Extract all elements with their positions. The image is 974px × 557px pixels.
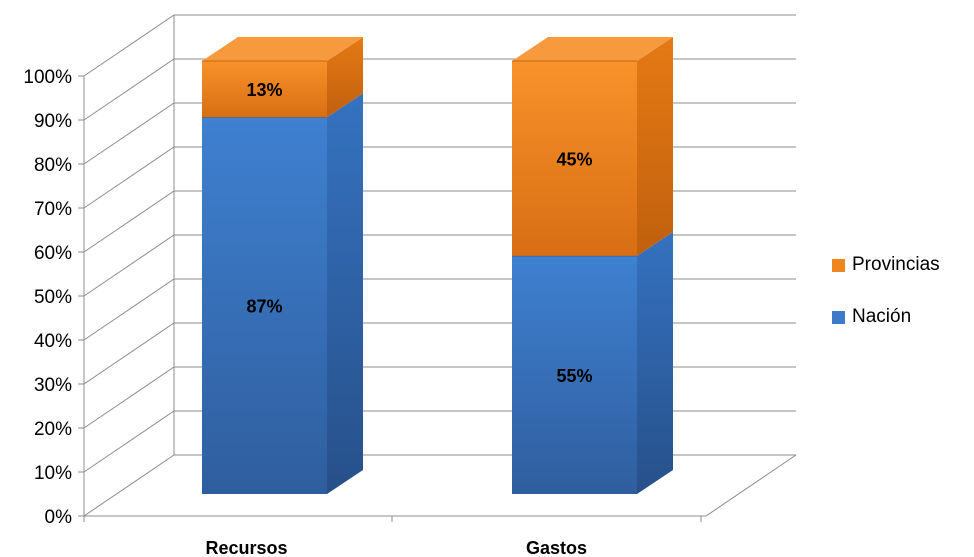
gridline xyxy=(83,146,796,209)
legend: Provincias Nación xyxy=(832,252,940,356)
data-label-provincias-gastos: 45% xyxy=(556,149,592,169)
bar-provincias-gastos-side xyxy=(637,37,673,256)
data-label-nacion-recursos: 87% xyxy=(246,297,282,317)
y-tick-label: 0% xyxy=(45,507,73,528)
y-tick-label: 90% xyxy=(34,111,72,132)
y-tick-label: 50% xyxy=(34,287,72,308)
gridline xyxy=(83,102,796,165)
chart-walls xyxy=(83,14,797,517)
legend-swatch-provincias xyxy=(832,258,845,272)
y-tick-label: 40% xyxy=(34,331,72,352)
bar-nacion-recursos-side xyxy=(327,93,363,494)
gridline xyxy=(83,190,796,253)
y-tick-label: 80% xyxy=(34,155,72,176)
legend-label-provincias: Provincias xyxy=(852,254,940,275)
legend-label-nacion: Nación xyxy=(852,306,912,327)
gridline xyxy=(83,14,796,77)
y-tick-label: 20% xyxy=(34,419,72,440)
data-label-provincias-recursos: 13% xyxy=(246,80,282,100)
bar-provincias-recursos-front xyxy=(202,61,327,118)
y-axis: 0% 10% 20% 30% 40% 50% 60% 70% 80% 90% 100% xyxy=(23,67,84,528)
x-tick-label-recursos: Recursos xyxy=(205,538,287,557)
bar-nacion-gastos-front xyxy=(512,255,637,494)
data-label-nacion-gastos: 55% xyxy=(556,366,592,386)
x-tick-label-gastos: Gastos xyxy=(526,538,587,557)
gridline xyxy=(83,366,796,429)
bar-provincias-recursos-top xyxy=(202,37,363,61)
gridline xyxy=(83,58,796,121)
gridline xyxy=(83,234,796,297)
gridline xyxy=(83,278,796,341)
gridline xyxy=(83,410,796,473)
bar-nacion-gastos-side xyxy=(637,231,673,494)
bars: 87% 13% 55% 45% xyxy=(202,37,673,494)
bar-nacion-recursos-front xyxy=(202,117,327,494)
gridline xyxy=(83,322,796,385)
floor-edge xyxy=(84,454,797,517)
bar-provincias-recursos-side xyxy=(327,37,363,118)
legend-swatch-nacion xyxy=(832,310,845,324)
y-tick-label: 70% xyxy=(34,199,72,220)
gridline xyxy=(83,454,796,517)
x-axis: Recursos Gastos xyxy=(83,516,702,557)
y-tick-label: 60% xyxy=(34,243,72,264)
y-tick-label: 30% xyxy=(34,375,72,396)
legend-item-nacion: Nación xyxy=(832,304,940,330)
y-tick-label: 10% xyxy=(34,463,72,484)
bar-provincias-gastos-front xyxy=(512,61,637,256)
bar-provincias-gastos-top xyxy=(512,37,673,61)
y-tick-label: 100% xyxy=(23,67,72,88)
legend-item-provincias: Provincias xyxy=(832,252,940,278)
